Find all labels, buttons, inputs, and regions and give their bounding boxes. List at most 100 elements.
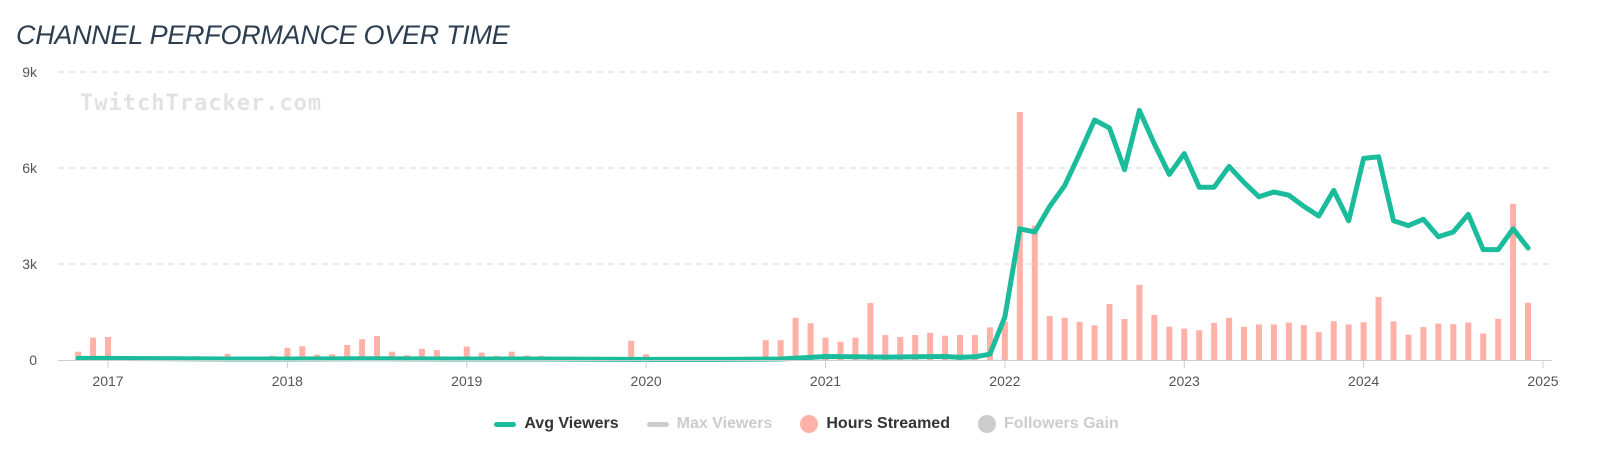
legend-hours-streamed[interactable]: Hours Streamed (800, 415, 950, 433)
hours-streamed-bar (792, 317, 799, 360)
hours-streamed-bar (389, 351, 396, 360)
x-axis (58, 360, 1552, 368)
hours-streamed-bar (284, 347, 291, 360)
legend-avg-viewers-symbol (494, 421, 517, 427)
hours-streamed-bar (90, 337, 97, 360)
x-tick-label: 2020 (631, 373, 662, 389)
hours-streamed-bar (75, 351, 82, 360)
hours-streamed-bar (822, 337, 829, 360)
hours-streamed-bar (418, 348, 425, 360)
hours-streamed-bar (1525, 302, 1532, 360)
hours-streamed-bar (1345, 324, 1352, 360)
legend-followers-gain-symbol (977, 415, 996, 433)
legend-max-viewers-label: Max Viewers (676, 415, 773, 432)
hours-streamed-bar (1315, 332, 1322, 360)
hours-streamed-bar (1046, 316, 1053, 360)
hours-streamed-bar (1211, 322, 1218, 360)
hours-streamed-bar (927, 332, 934, 360)
avg-viewers-polyline (75, 107, 1531, 362)
hours-streamed-bar (1151, 314, 1158, 360)
grid-lines (58, 71, 1552, 265)
hours-streamed-bar (1076, 321, 1083, 360)
hours-streamed-bar (1270, 324, 1277, 360)
hours-streamed-bar (1001, 321, 1008, 360)
hours-streamed-bar (1166, 326, 1173, 360)
hours-streamed-bar (897, 336, 904, 360)
hours-streamed-bar (1241, 326, 1248, 360)
x-tick-label: 2025 (1527, 373, 1558, 389)
y-tick-label: 3k (22, 256, 38, 272)
y-tick-label: 9k (22, 64, 38, 80)
hours-streamed-bar (1285, 322, 1292, 360)
hours-streamed-bar (374, 336, 381, 360)
hours-streamed-bar (1181, 328, 1188, 360)
legend-max-viewers-symbol (646, 421, 669, 427)
legend-hours-streamed-symbol (800, 415, 819, 433)
hours-streamed-bar (1390, 321, 1397, 360)
hours-streamed-bar (957, 335, 964, 360)
hours-streamed-bar (1226, 317, 1233, 360)
hours-streamed-bar (1330, 321, 1337, 360)
hours-streamed-bar (433, 350, 440, 360)
legend-followers-gain-label: Followers Gain (1003, 415, 1119, 432)
legend-hours-streamed-label: Hours Streamed (826, 415, 950, 432)
chart-legend: Avg Viewers Max Viewers Hours Streamed F… (0, 411, 1613, 437)
hours-streamed-bar (762, 340, 769, 360)
hours-streamed-bar (971, 335, 978, 360)
legend-followers-gain[interactable]: Followers Gain (977, 415, 1119, 433)
hours-streamed-bar (1480, 333, 1487, 360)
hours-streamed-bar (1300, 325, 1307, 360)
x-tick-label: 2018 (272, 373, 303, 389)
y-axis-ticks: 0 3k 6k 9k (22, 64, 38, 368)
x-tick-label: 2022 (989, 373, 1020, 389)
hours-streamed-bar (852, 337, 859, 360)
hours-streamed-bar (344, 344, 351, 360)
hours-streamed-bar (1360, 322, 1367, 360)
hours-streamed-bar (986, 327, 993, 360)
hours-streamed-bar (299, 346, 306, 360)
hours-streamed-bar (1405, 334, 1412, 360)
hours-streamed-bar (1196, 330, 1203, 360)
hours-streamed-bar (1495, 318, 1502, 360)
hours-streamed-bar (463, 346, 470, 360)
y-tick-label: 0 (29, 352, 37, 368)
hours-streamed-bar (807, 323, 814, 360)
hours-streamed-bar (837, 341, 844, 360)
chart-title: CHANNEL PERFORMANCE OVER TIME (16, 20, 510, 50)
hours-streamed-bar (1375, 296, 1382, 360)
watermark-text: TwitchTracker.com (80, 91, 322, 116)
hours-streamed-bar (942, 335, 949, 360)
x-axis-ticks: 2017 2018 2019 2020 2021 2022 2023 2024 2025 (92, 373, 1558, 389)
hours-streamed-bar (882, 335, 889, 360)
x-tick-label: 2024 (1348, 373, 1379, 389)
hours-streamed-bar (1091, 325, 1098, 360)
hours-streamed-bar (478, 352, 485, 360)
hours-streamed-bar (105, 336, 111, 360)
hours-streamed-bar (1450, 324, 1457, 360)
hours-streamed-bar (508, 351, 515, 360)
hours-streamed-bar (777, 340, 784, 360)
hours-streamed-bar (867, 303, 874, 360)
hours-streamed-bar (912, 335, 919, 360)
hours-streamed-bars (75, 112, 1532, 360)
legend-max-viewers[interactable]: Max Viewers (646, 415, 773, 433)
hours-streamed-bar (628, 340, 635, 360)
hours-streamed-bar (1510, 203, 1517, 360)
x-tick-label: 2019 (451, 373, 482, 389)
hours-streamed-bar (1106, 304, 1113, 360)
hours-streamed-bar (1420, 327, 1427, 360)
x-tick-label: 2023 (1169, 373, 1200, 389)
hours-streamed-bar (1136, 284, 1143, 360)
y-tick-label: 6k (22, 160, 38, 176)
legend-avg-viewers[interactable]: Avg Viewers (494, 415, 619, 433)
hours-streamed-bar (1121, 319, 1128, 360)
hours-streamed-bar (1435, 323, 1442, 360)
hours-streamed-bar (359, 339, 366, 360)
x-tick-label: 2017 (92, 373, 123, 389)
hours-streamed-bar (1031, 225, 1038, 360)
legend-avg-viewers-label: Avg Viewers (524, 415, 619, 432)
hours-streamed-bar (1255, 324, 1262, 360)
x-tick-label: 2021 (810, 373, 841, 389)
hours-streamed-bar (1061, 317, 1068, 360)
